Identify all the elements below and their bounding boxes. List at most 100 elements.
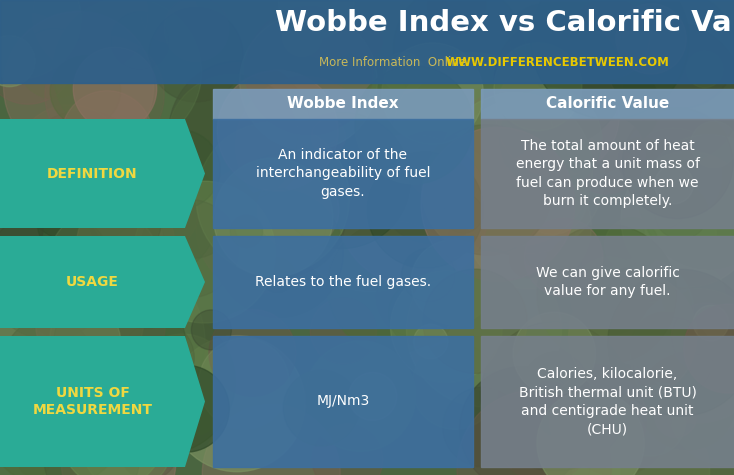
Circle shape: [503, 156, 588, 242]
Circle shape: [443, 194, 483, 233]
Circle shape: [495, 53, 619, 177]
Bar: [481, 336, 734, 467]
Circle shape: [610, 73, 657, 120]
Circle shape: [443, 387, 522, 467]
Circle shape: [0, 13, 73, 104]
Circle shape: [305, 341, 415, 451]
Circle shape: [421, 127, 575, 281]
Bar: [481, 119, 734, 228]
Circle shape: [523, 352, 588, 417]
Text: DEFINITION: DEFINITION: [47, 167, 138, 180]
Circle shape: [0, 188, 43, 266]
Circle shape: [573, 404, 710, 475]
Circle shape: [513, 312, 595, 395]
Circle shape: [161, 191, 228, 258]
Circle shape: [142, 365, 229, 452]
Circle shape: [50, 263, 205, 418]
Text: MJ/Nm3: MJ/Nm3: [316, 395, 370, 408]
Circle shape: [562, 367, 671, 475]
Circle shape: [537, 390, 644, 475]
Polygon shape: [0, 119, 205, 228]
Circle shape: [347, 23, 382, 58]
Circle shape: [605, 218, 658, 272]
Circle shape: [512, 424, 591, 475]
Circle shape: [258, 169, 339, 250]
Circle shape: [312, 424, 383, 475]
Circle shape: [639, 180, 688, 229]
Circle shape: [196, 122, 349, 276]
Circle shape: [500, 88, 602, 190]
Circle shape: [576, 163, 716, 303]
Circle shape: [45, 36, 164, 155]
Bar: [0, 0, 734, 83]
Circle shape: [203, 404, 340, 475]
Circle shape: [459, 367, 584, 475]
Circle shape: [88, 146, 201, 259]
Text: Calories, kilocalorie,
British thermal unit (BTU)
and centigrade heat unit
(CHU): Calories, kilocalorie, British thermal u…: [518, 367, 697, 436]
Circle shape: [141, 130, 220, 209]
Circle shape: [518, 165, 587, 235]
Circle shape: [642, 134, 734, 269]
Circle shape: [494, 43, 582, 131]
Circle shape: [18, 444, 51, 475]
Circle shape: [196, 164, 326, 293]
Circle shape: [667, 343, 734, 466]
Circle shape: [412, 343, 498, 429]
Circle shape: [86, 158, 174, 246]
Circle shape: [277, 0, 375, 58]
Circle shape: [619, 0, 734, 109]
Circle shape: [520, 169, 644, 294]
Circle shape: [198, 338, 289, 429]
Circle shape: [35, 257, 165, 387]
Circle shape: [0, 36, 35, 87]
Circle shape: [621, 408, 734, 475]
Circle shape: [498, 25, 623, 150]
Circle shape: [240, 13, 377, 151]
Circle shape: [222, 153, 346, 276]
Circle shape: [120, 422, 178, 475]
Circle shape: [338, 134, 489, 285]
Circle shape: [621, 152, 734, 287]
Circle shape: [169, 336, 305, 472]
Circle shape: [428, 0, 486, 34]
Circle shape: [164, 0, 229, 61]
Bar: [213, 336, 473, 467]
Circle shape: [655, 395, 697, 437]
Circle shape: [615, 385, 686, 456]
Circle shape: [0, 409, 81, 475]
Text: UNITS OF
MEASUREMENT: UNITS OF MEASUREMENT: [32, 386, 153, 417]
Circle shape: [106, 137, 138, 170]
Circle shape: [88, 148, 219, 278]
Circle shape: [434, 146, 488, 200]
Circle shape: [509, 4, 575, 69]
Circle shape: [526, 26, 573, 72]
Circle shape: [652, 314, 734, 432]
Circle shape: [61, 384, 164, 475]
Circle shape: [466, 164, 592, 289]
Bar: [213, 89, 473, 119]
Circle shape: [377, 131, 490, 244]
Circle shape: [598, 22, 734, 166]
Circle shape: [423, 269, 527, 373]
Circle shape: [61, 91, 153, 182]
Text: Wobbe Index vs Calorific Value: Wobbe Index vs Calorific Value: [275, 9, 734, 37]
Circle shape: [48, 209, 161, 322]
Circle shape: [377, 255, 460, 338]
Circle shape: [683, 304, 734, 393]
Circle shape: [311, 119, 346, 153]
Circle shape: [383, 52, 424, 94]
Bar: [481, 89, 734, 119]
Circle shape: [691, 121, 734, 168]
Circle shape: [509, 240, 547, 277]
Circle shape: [693, 305, 729, 341]
Circle shape: [355, 66, 473, 184]
Circle shape: [109, 388, 154, 433]
Circle shape: [481, 322, 630, 471]
Circle shape: [236, 77, 374, 216]
Circle shape: [390, 271, 502, 382]
Circle shape: [209, 310, 296, 396]
Circle shape: [278, 0, 354, 38]
Circle shape: [631, 312, 700, 382]
Circle shape: [53, 280, 186, 413]
Circle shape: [421, 124, 552, 255]
